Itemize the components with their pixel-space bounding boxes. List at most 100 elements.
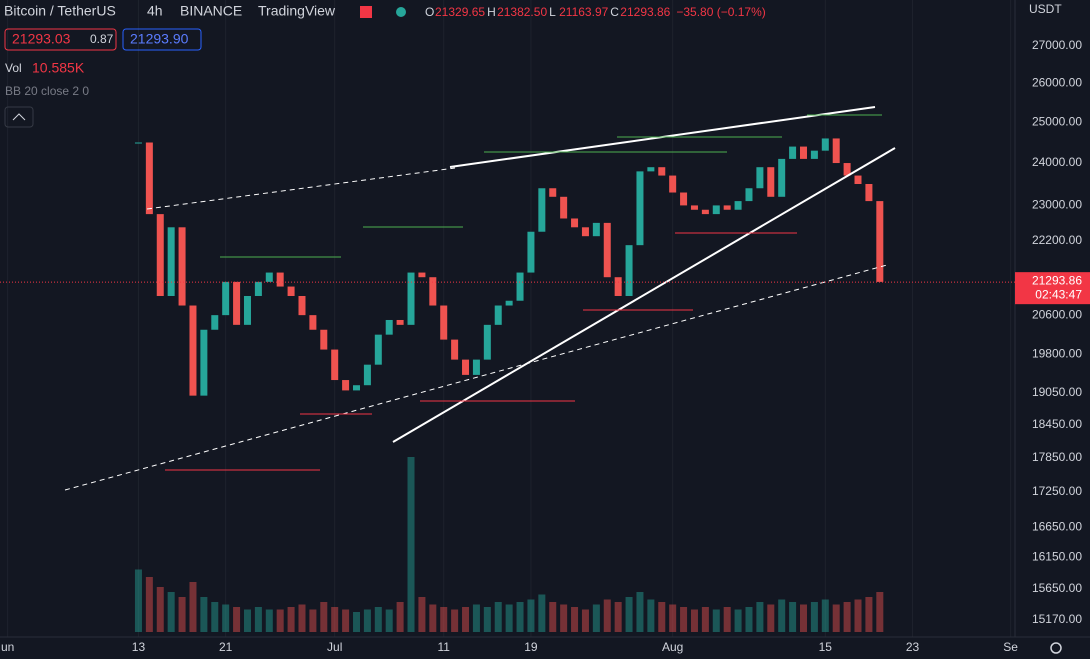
collapse-button[interactable] (4, 106, 34, 128)
candle (363, 364, 371, 386)
volume-bar (799, 604, 807, 632)
ask-box[interactable] (122, 28, 202, 51)
volume-bar (254, 607, 262, 632)
volume-bar (233, 607, 241, 632)
volume-bar (505, 604, 513, 632)
flag-icon[interactable] (360, 6, 372, 18)
chevron (12, 113, 26, 121)
candle (265, 272, 273, 282)
y-tick-label: 18450.00 (1032, 417, 1082, 431)
status-icon (396, 7, 406, 17)
volume-bar (636, 592, 644, 632)
candle (658, 167, 666, 176)
candle (614, 277, 622, 296)
candle (581, 227, 589, 237)
volume-bar (134, 569, 142, 632)
candle (527, 231, 535, 273)
x-tick-label: 15 (819, 640, 833, 654)
candle (320, 329, 328, 350)
candle (571, 218, 579, 228)
volume-bar (669, 604, 677, 632)
volume-bar (592, 604, 600, 632)
y-tick-label: 24000.00 (1032, 155, 1082, 169)
currency[interactable]: USDT (1029, 2, 1062, 16)
candle (156, 214, 164, 296)
volume-bar (527, 599, 535, 632)
volume-bar (789, 602, 797, 632)
candle (374, 334, 382, 365)
volume-bar (156, 587, 164, 632)
settings-icon[interactable] (1050, 642, 1062, 654)
candle (134, 142, 142, 144)
candle (505, 300, 513, 306)
bid-box[interactable] (4, 28, 117, 51)
candle (734, 201, 742, 210)
candle (647, 167, 655, 172)
x-tick-label: un (1, 640, 14, 654)
volume-bar (756, 602, 764, 632)
candle (723, 205, 731, 210)
legend: Bitcoin / TetherUS 4h BINANCE TradingVie… (4, 2, 1062, 654)
volume-bar (690, 609, 698, 632)
candle (385, 319, 393, 335)
candle (353, 385, 361, 391)
volume-bar (745, 607, 753, 632)
y-tick-label: 15170.00 (1032, 612, 1082, 626)
volume-bar (178, 597, 186, 632)
candle (178, 227, 186, 306)
candle (233, 281, 241, 325)
candle (494, 305, 502, 325)
candle (200, 329, 208, 396)
volume-bar (276, 609, 284, 632)
volume-value: 10.585K (32, 60, 85, 76)
candle (821, 138, 829, 151)
volume-bar (832, 604, 840, 632)
volume-bar (821, 599, 829, 632)
volume-bar (363, 609, 371, 632)
ohlc-key: H (487, 5, 496, 19)
y-tick-label: 23000.00 (1032, 198, 1082, 212)
volume-bar (723, 607, 731, 632)
y-tick-label: 25000.00 (1032, 115, 1082, 129)
volume-bar (701, 607, 709, 632)
y-tick-label: 16650.00 (1032, 519, 1082, 533)
y-tick-label: 26000.00 (1032, 76, 1082, 90)
candle (810, 150, 818, 159)
volume-bar (243, 609, 251, 632)
volume-bar (222, 604, 230, 632)
candle (254, 281, 262, 296)
volume-bar (145, 577, 153, 632)
candle (549, 188, 557, 197)
candle (462, 359, 470, 375)
trend-line (146, 167, 456, 210)
candle (440, 305, 448, 340)
candle (331, 349, 339, 381)
candle (603, 222, 611, 278)
candle (298, 295, 306, 316)
x-tick-label: 13 (132, 640, 146, 654)
volume-bar (712, 609, 720, 632)
volume-label: Vol (5, 61, 22, 75)
y-tick-label: 17850.00 (1032, 450, 1082, 464)
candle (309, 315, 317, 330)
x-tick-label: Jul (327, 640, 342, 654)
change: −35.80 (−0.17%) (676, 5, 765, 19)
candle (472, 359, 480, 375)
candle (592, 222, 600, 237)
candle (854, 175, 862, 185)
candle (767, 167, 775, 197)
volume-bar (538, 594, 546, 632)
volume-bar (418, 597, 426, 632)
volume-bar (581, 609, 589, 632)
volume-bar (385, 609, 393, 632)
ohlc-value: 21293.86 (620, 5, 670, 19)
candle (396, 319, 404, 325)
y-tick-label: 17250.00 (1032, 484, 1082, 498)
candle (636, 171, 644, 246)
ohlc-value: 21329.65 (435, 5, 485, 19)
axes: 27000.00 26000.00 25000.00 24000.00 23000.00… (1, 38, 1082, 654)
y-tick-label: 15650.00 (1032, 581, 1082, 595)
y-tick-label: 27000.00 (1032, 38, 1082, 52)
ohlc-key: L (549, 5, 556, 19)
interval: 4h (147, 3, 163, 19)
